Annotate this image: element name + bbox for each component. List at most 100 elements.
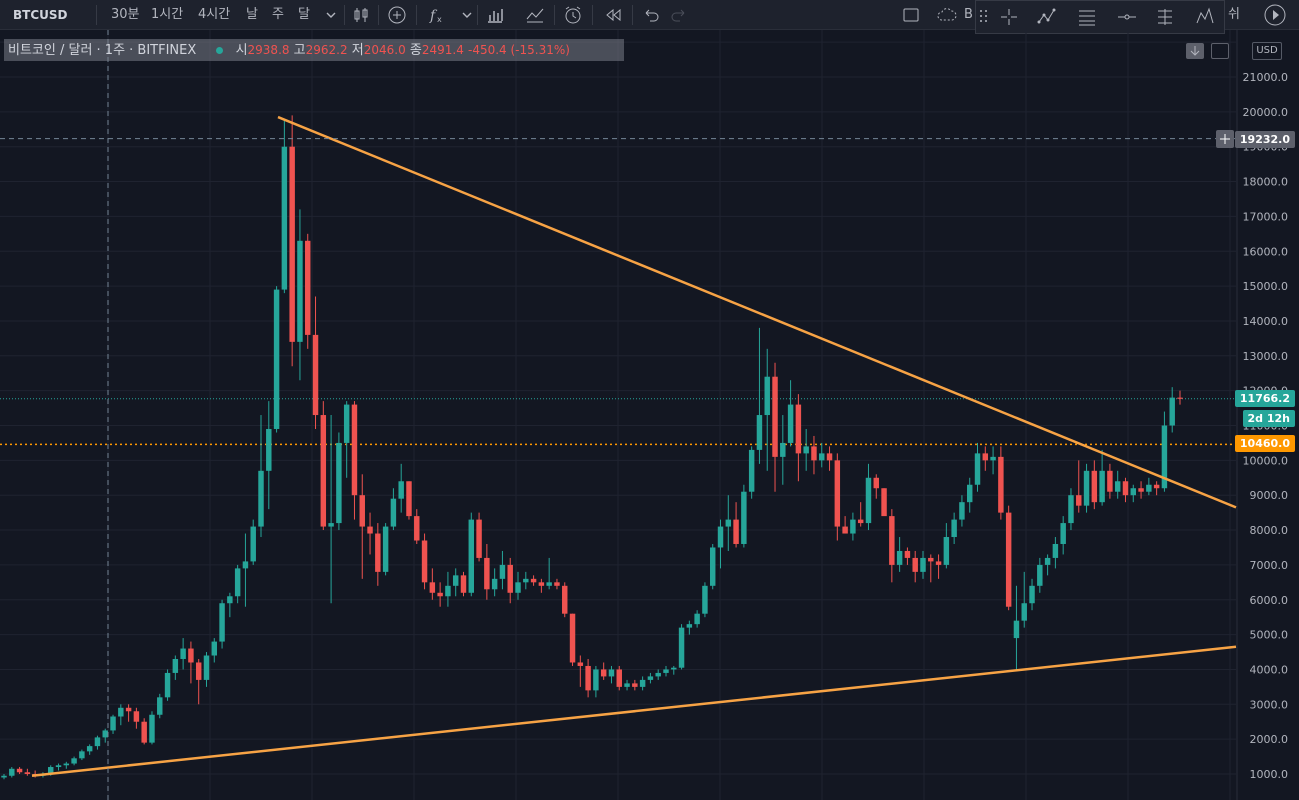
candle-body <box>787 404 794 443</box>
price-tick-label: 9000.0 <box>1250 489 1289 502</box>
candle-body <box>671 667 677 670</box>
candle-body <box>452 575 459 586</box>
candle-body <box>118 707 124 717</box>
open-label: 시 <box>235 43 248 58</box>
undo-icon[interactable] <box>640 4 662 26</box>
horizontal-line-icon[interactable] <box>1116 6 1138 28</box>
candlestick-chart-type-icon[interactable] <box>350 4 372 26</box>
candle-body <box>359 495 365 527</box>
candle-body <box>1005 512 1012 607</box>
interval-dropdown-chevron-icon[interactable] <box>320 4 342 26</box>
text-notes-icon[interactable] <box>1076 6 1098 28</box>
candle-body <box>998 456 1004 513</box>
candle-body <box>258 470 264 527</box>
candle-body <box>491 578 498 590</box>
candle-body <box>172 658 179 673</box>
price-tick-label: 4000.0 <box>1250 663 1289 676</box>
interval-4h[interactable]: 4시간 <box>198 7 231 22</box>
candle-body <box>686 624 693 628</box>
candle-body <box>966 484 973 503</box>
add-indicator-plus-icon[interactable] <box>386 4 408 26</box>
maximize-button[interactable] <box>1211 43 1229 59</box>
indicators-dropdown-chevron-icon[interactable] <box>456 4 478 26</box>
candle-body <box>943 537 950 565</box>
candle-body <box>375 533 381 572</box>
candle-body <box>468 519 475 593</box>
candle-body <box>110 716 116 731</box>
fullscreen-square-icon[interactable] <box>900 4 922 26</box>
candle-body <box>305 240 311 335</box>
crosshair-icon[interactable] <box>998 6 1020 28</box>
candle-body <box>709 547 716 586</box>
toolbar-divider <box>632 5 633 25</box>
currency-button[interactable]: USD <box>1252 42 1282 60</box>
candle-body <box>741 491 747 544</box>
candle-body <box>429 582 436 593</box>
symbol-legend[interactable]: 비트코인 / 달러 · 1주 · BITFINEX 시2938.8 고2962.… <box>4 39 624 61</box>
compare-chart-icon[interactable] <box>524 4 546 26</box>
symbol-search-button[interactable]: BTCUSD <box>13 8 68 22</box>
candle-body <box>951 519 957 538</box>
low-value: 2046.0 <box>363 43 406 57</box>
interval-30m[interactable]: 30분 <box>111 7 140 22</box>
candle-body <box>624 683 630 687</box>
cloud-save-icon[interactable] <box>936 4 958 26</box>
candle-body <box>1177 397 1183 399</box>
candle-body <box>281 146 288 290</box>
bar-chart-icon[interactable] <box>484 4 506 26</box>
measure-tool-icon[interactable] <box>1154 6 1176 28</box>
price-tick-label: 18000.0 <box>1243 176 1289 189</box>
trendline-ascending-support <box>31 645 1237 777</box>
candle-body <box>1091 470 1098 503</box>
price-tick-label: 2000.0 <box>1250 733 1289 746</box>
redo-icon[interactable] <box>668 4 690 26</box>
interval-1m[interactable]: 달 <box>298 7 310 22</box>
candle-body <box>250 526 256 562</box>
candle-body <box>857 519 864 524</box>
candle-body <box>889 516 895 565</box>
toolbar-divider <box>96 5 97 25</box>
market-status-dot <box>216 46 224 54</box>
candle-body <box>1 775 7 778</box>
scroll-down-button[interactable] <box>1186 43 1204 59</box>
pattern-tool-icon[interactable] <box>1036 6 1058 28</box>
price-tick-label: 13000.0 <box>1243 350 1289 363</box>
candle-body <box>312 334 319 416</box>
candle-body <box>149 714 155 743</box>
price-chart[interactable]: 21000.020000.019000.018000.017000.016000… <box>0 30 1299 800</box>
interval-1w[interactable]: 주 <box>272 7 284 22</box>
candle-body <box>554 582 560 586</box>
alert-clock-icon[interactable] <box>562 4 584 26</box>
candle-body <box>928 557 934 562</box>
price-tick-label: 17000.0 <box>1243 210 1289 223</box>
candle-body <box>133 711 140 722</box>
replay-rewind-icon[interactable] <box>602 4 624 26</box>
candle-body <box>507 564 513 593</box>
interval-1d[interactable]: 날 <box>246 7 258 22</box>
price-tick-label: 20000.0 <box>1243 106 1289 119</box>
candle-body <box>935 561 942 565</box>
drag-handle-icon[interactable] <box>978 6 990 28</box>
candle-body <box>990 456 996 461</box>
candle-body <box>546 582 552 586</box>
candle-body <box>328 523 334 527</box>
add-alert-plus-button[interactable] <box>1216 130 1234 148</box>
candle-body <box>71 758 77 764</box>
price-tick-label: 8000.0 <box>1250 524 1289 537</box>
candle-body <box>266 428 272 471</box>
candle-body <box>678 627 685 668</box>
candle-body <box>562 585 568 614</box>
candle-body <box>795 404 802 454</box>
candle-body <box>1029 585 1035 604</box>
forecast-tool-icon[interactable] <box>1194 6 1216 28</box>
candle-body <box>593 669 599 691</box>
legend-title: 비트코인 / 달러 · 1주 · BITFINEX <box>8 43 197 58</box>
toolbar-divider <box>378 5 379 25</box>
bar-countdown-badge: 2d 12h <box>1242 410 1295 427</box>
replay-play-icon[interactable] <box>1263 3 1287 27</box>
interval-1h[interactable]: 1시간 <box>151 7 184 22</box>
candle-body <box>445 585 451 597</box>
candle-body <box>102 730 108 738</box>
candle-body <box>569 613 576 663</box>
